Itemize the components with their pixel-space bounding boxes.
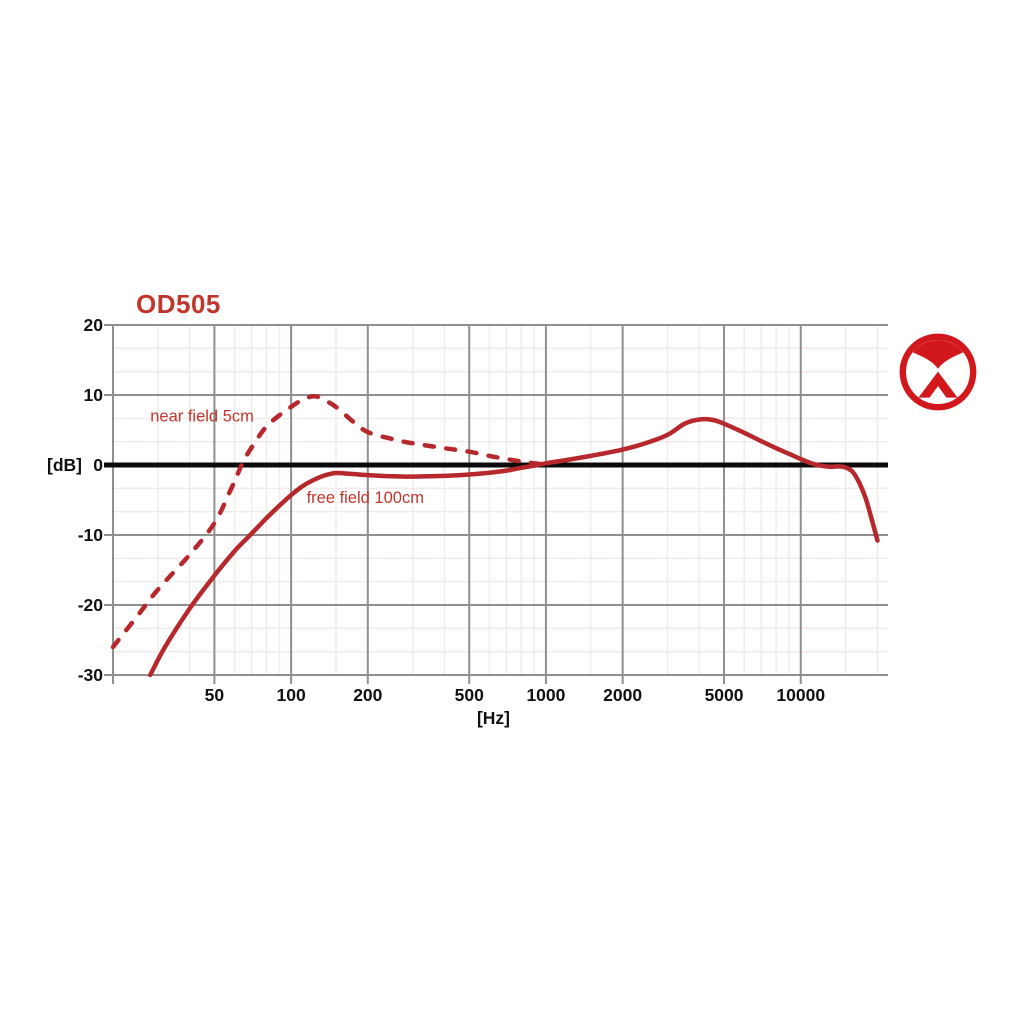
x-tick-label-1000: 1000 (526, 685, 565, 705)
y-tick-label-20: 20 (84, 315, 104, 335)
y-tick-label--10: -10 (78, 525, 104, 545)
austrian-audio-logo (899, 333, 977, 411)
x-tick-label-10000: 10000 (776, 685, 825, 705)
series-curve-near-field-5cm (110, 394, 549, 650)
series-label-free-field-100cm: free field 100cm (307, 489, 424, 507)
x-tick-label-5000: 5000 (705, 685, 744, 705)
logo-top-wedge (912, 340, 964, 369)
ylabel: [dB] (47, 455, 82, 475)
x-tick-label-100: 100 (277, 685, 306, 705)
xlabel: [Hz] (477, 708, 510, 728)
y-tick-label-0: 0 (93, 455, 103, 475)
series-label-near-field-5cm: near field 5cm (150, 407, 254, 425)
logo-ring (899, 333, 977, 411)
x-tick-label-50: 50 (205, 685, 225, 705)
y-tick-label--20: -20 (78, 595, 104, 615)
x-tick-label-500: 500 (455, 685, 484, 705)
chart-title: OD505 (136, 289, 221, 319)
logo-lambda-icon (918, 371, 958, 398)
series-curve-free-field-100cm (147, 416, 880, 678)
x-tick-label-2000: 2000 (603, 685, 642, 705)
x-tick-label-200: 200 (353, 685, 382, 705)
y-tick-label--30: -30 (78, 665, 104, 685)
y-tick-label-10: 10 (84, 385, 104, 405)
